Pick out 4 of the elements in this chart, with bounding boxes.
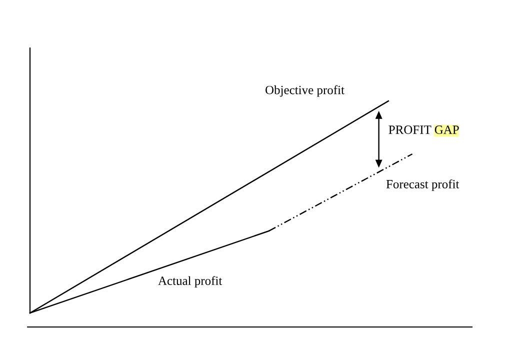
text: Objective profit: [266, 85, 344, 97]
series-label: Forecast profit: [386, 179, 460, 191]
annotation: PROFIT GAP: [388, 126, 459, 134]
series-label: Actual profit: [158, 276, 222, 288]
